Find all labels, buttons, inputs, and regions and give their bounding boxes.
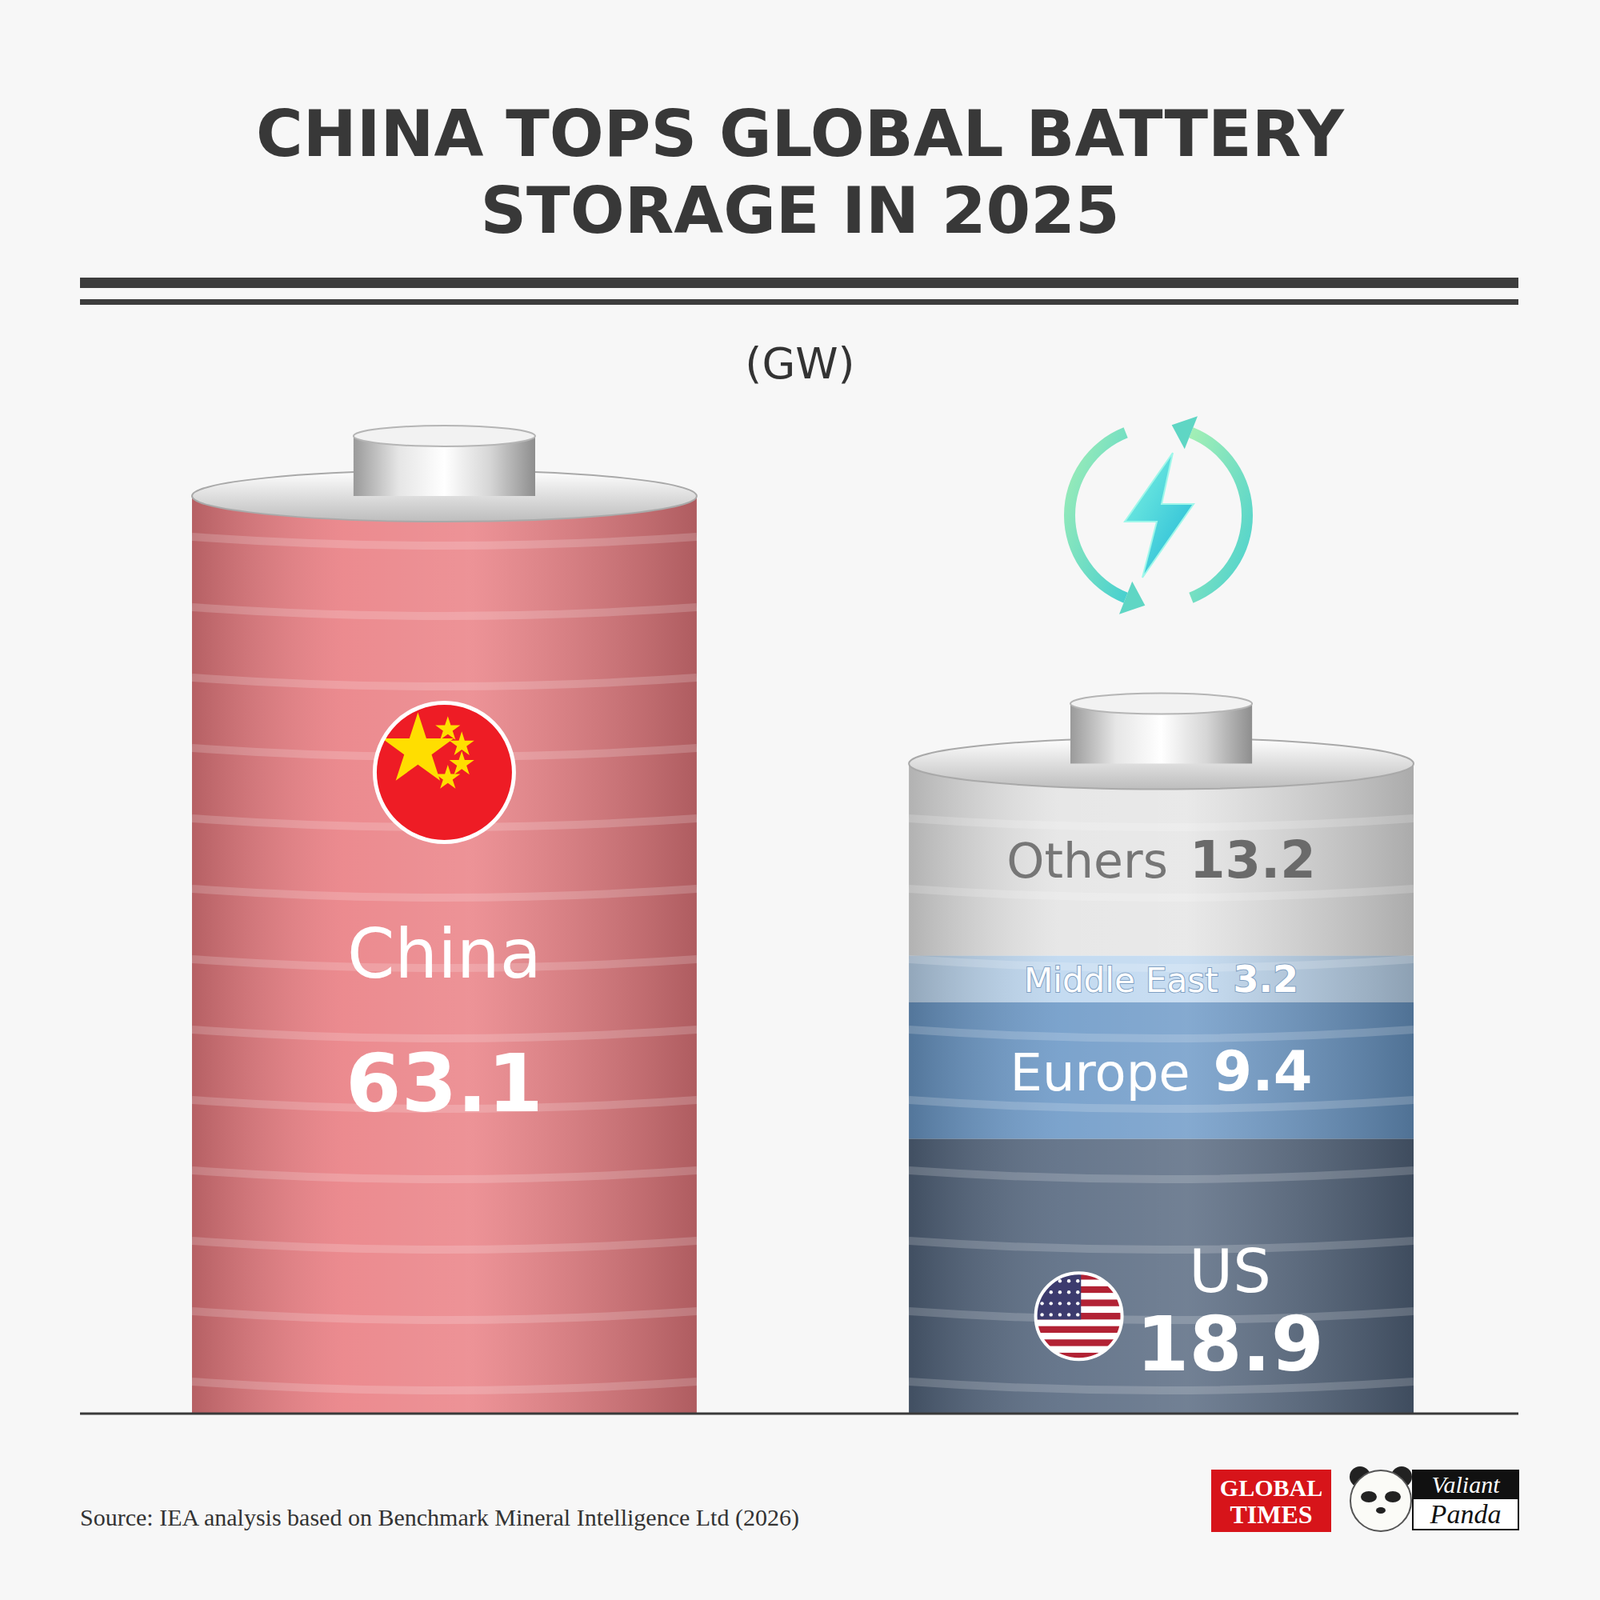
charge-icon (1064, 416, 1253, 614)
body-ring (192, 1381, 697, 1391)
data-label-name: Others (1006, 832, 1168, 889)
bar-segment (908, 1002, 1414, 1140)
source: Source: IEA analysis based on Benchmark … (80, 1504, 800, 1532)
logo-box (1211, 1469, 1332, 1532)
bars (192, 496, 1414, 1414)
panda-line: Valiant (1431, 1471, 1500, 1498)
data-label-group: Middle East 3.2 (1024, 957, 1299, 1001)
panda-line: Panda (1429, 1499, 1502, 1529)
body-ring (192, 1311, 697, 1320)
panda-box (1412, 1470, 1519, 1530)
body-ring (908, 1170, 1414, 1180)
bar-segment (908, 955, 1414, 1002)
background (0, 0, 1600, 1600)
subtitle: (GW) (744, 338, 855, 389)
data-label-group: Europe 9.4 (1010, 1038, 1313, 1104)
body-ring (192, 1240, 697, 1250)
data-label-group: Others 13.2 (1006, 830, 1316, 890)
body-ring (192, 677, 697, 687)
body-ring (192, 888, 697, 898)
data-label-name: Middle East (1024, 960, 1219, 1000)
panda-box-top (1412, 1470, 1519, 1500)
battery-terminal-top (1070, 692, 1252, 714)
body-ring (192, 1170, 697, 1180)
panda-text: ValiantPanda (1429, 1471, 1502, 1529)
rule (80, 299, 1519, 305)
data-label-name: Europe (1010, 1043, 1191, 1103)
title-line: CHINA TOPS GLOBAL BATTERY (256, 96, 1345, 172)
data-label: 13.2 (1189, 830, 1316, 890)
baseline (80, 1412, 1519, 1416)
body-ring (908, 888, 1414, 898)
rule (80, 277, 1519, 288)
data-label: 18.9 (1136, 1300, 1324, 1388)
body-ring (192, 536, 697, 546)
bar-segment (908, 1138, 1414, 1414)
battery-terminal-top (353, 425, 536, 447)
data-label: 63.1 (345, 1036, 544, 1131)
data-label: 9.4 (1212, 1038, 1312, 1104)
body-ring (192, 607, 697, 616)
body-ring (908, 818, 1414, 828)
chart: CHINA TOPS GLOBAL BATTERYSTORAGE IN 2025… (0, 0, 1600, 1600)
logo-line: GLOBAL (1220, 1474, 1323, 1501)
title: CHINA TOPS GLOBAL BATTERYSTORAGE IN 2025 (256, 96, 1345, 248)
logo-text: GLOBALTIMES (1220, 1474, 1323, 1529)
body-shade (908, 763, 1414, 1414)
logo-line: TIMES (1229, 1500, 1312, 1529)
bar-segment (192, 496, 697, 1414)
title-line: STORAGE IN 2025 (480, 173, 1120, 248)
data-label: 3.2 (1233, 957, 1300, 1001)
body-ring (908, 1029, 1414, 1039)
body-shade (192, 496, 697, 1414)
body-ring (908, 1240, 1414, 1250)
bar-segment (908, 763, 1414, 956)
data-label-name: US (1188, 1236, 1272, 1307)
data-label-name: China (347, 914, 542, 994)
flag-us (1036, 1272, 1123, 1360)
flag-china (374, 703, 514, 843)
panda-face (1349, 1466, 1412, 1532)
